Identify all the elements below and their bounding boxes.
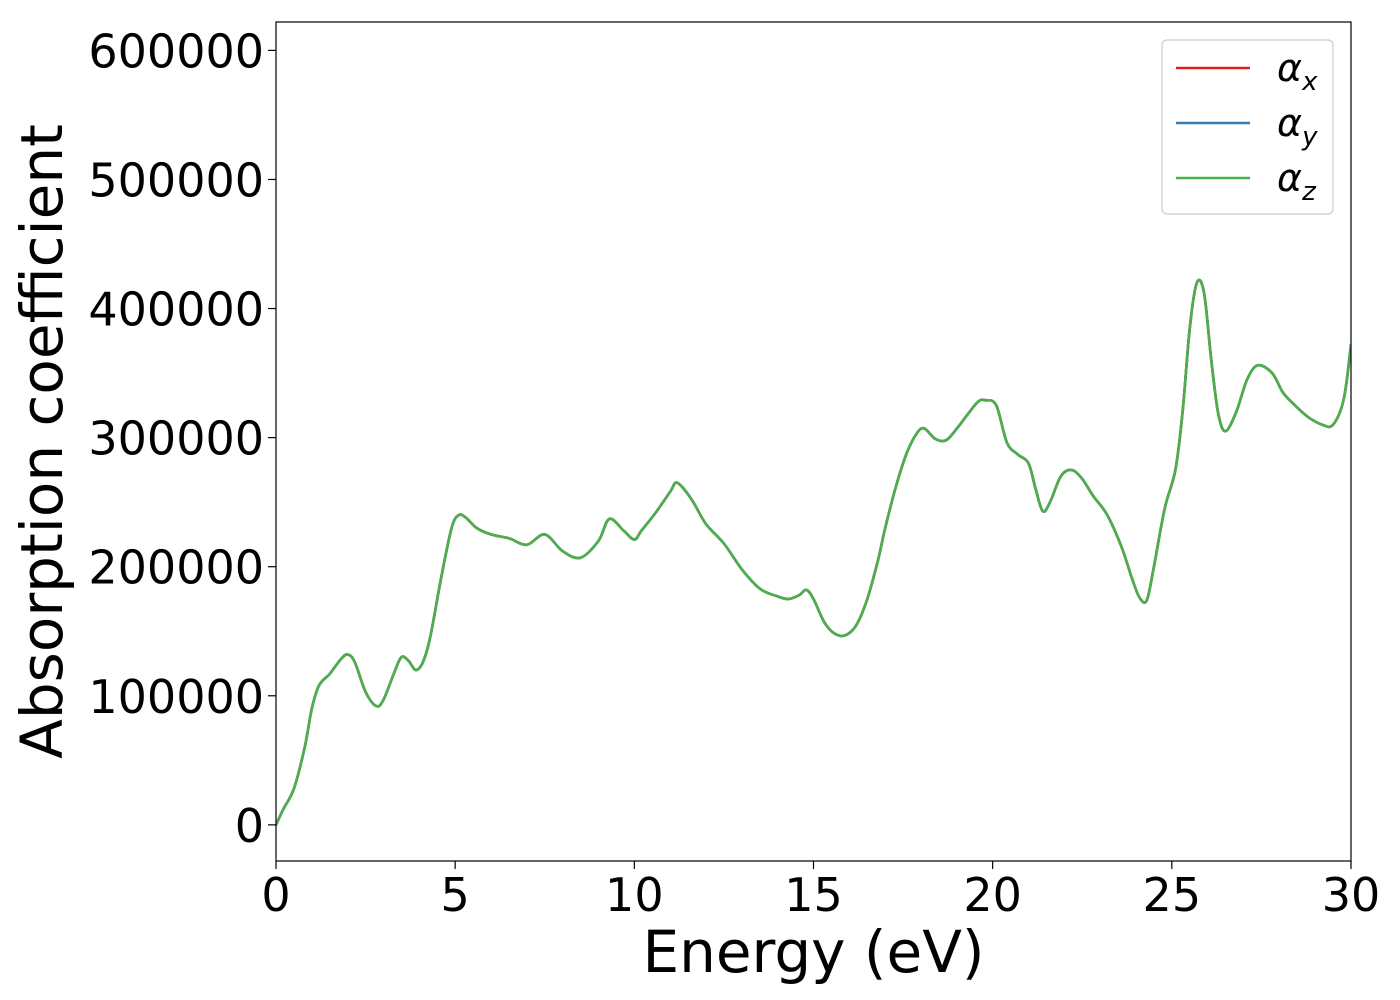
y-tick-label: 100000 — [88, 670, 264, 724]
y-tick-label: 400000 — [88, 283, 264, 337]
series-line-1 — [276, 278, 1351, 827]
legend-box — [1161, 39, 1334, 215]
y-tick-label: 500000 — [88, 153, 264, 207]
y-axis-label: Absorption coefficient — [8, 124, 76, 759]
legend-label: αy — [1277, 101, 1318, 152]
x-axis: 0 5 10 15 20 25 30 — [261, 861, 1380, 922]
x-tick-label: 0 — [261, 868, 290, 922]
legend-item: αy — [1176, 101, 1318, 152]
y-tick-label: 0 — [235, 799, 264, 853]
legend-item: αz — [1176, 156, 1317, 207]
legend-label: αz — [1277, 156, 1317, 207]
series-layer — [276, 278, 1351, 827]
y-tick-label: 600000 — [88, 24, 264, 78]
x-tick-label: 25 — [1143, 868, 1202, 922]
x-tick-label: 15 — [784, 868, 843, 922]
x-tick-label: 20 — [963, 868, 1022, 922]
x-tick-label: 5 — [441, 868, 470, 922]
legend-label: αx — [1277, 46, 1318, 97]
x-tick-label: 10 — [605, 868, 664, 922]
y-axis: 0 100000 200000 300000 400000 500000 600000 — [88, 24, 276, 853]
series-line-2 — [276, 278, 1351, 827]
series-line-3 — [276, 278, 1351, 827]
y-tick-label: 300000 — [88, 412, 264, 466]
x-axis-label: Energy (eV) — [642, 918, 984, 986]
legend-item: αx — [1176, 46, 1318, 97]
x-tick-label: 30 — [1322, 868, 1381, 922]
y-tick-label: 200000 — [88, 541, 264, 595]
